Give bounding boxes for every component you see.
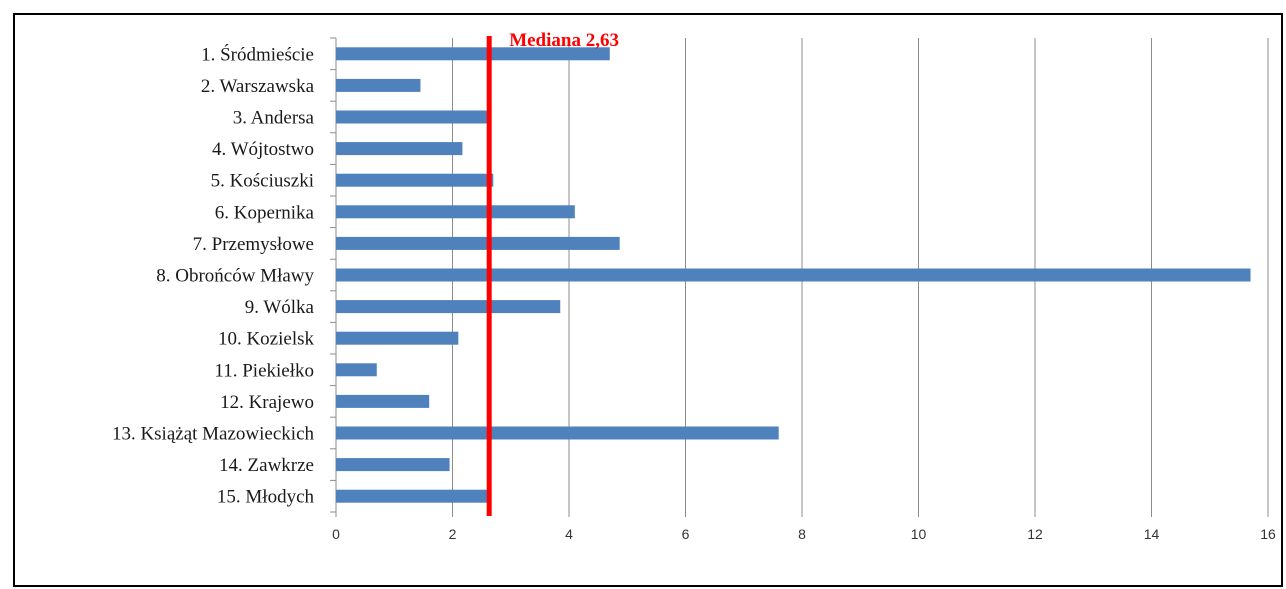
category-label: 11. Piekiełko	[214, 360, 314, 381]
x-tick-label: 10	[911, 526, 927, 542]
chart-frame	[13, 13, 1283, 587]
x-tick-label: 12	[1027, 526, 1043, 542]
category-label: 3. Andersa	[233, 108, 315, 129]
x-tick-label: 0	[332, 526, 340, 542]
x-tick-label: 14	[1144, 526, 1160, 542]
bar	[336, 331, 459, 345]
x-tick-label: 2	[449, 526, 457, 542]
median-label: Mediana 2,63	[509, 30, 619, 51]
category-label: 12. Krajewo	[220, 392, 314, 413]
category-label: 15. Młodych	[217, 487, 315, 508]
bar	[336, 110, 489, 124]
category-label: 2. Warszawska	[201, 76, 315, 97]
x-tick-label: 6	[682, 526, 690, 542]
x-tick-label: 4	[565, 526, 573, 542]
bar	[336, 394, 430, 408]
category-label: 13. Książąt Mazowieckich	[112, 424, 315, 445]
bar	[336, 268, 1251, 282]
category-label: 4. Wójtostwo	[212, 139, 314, 160]
bar	[336, 142, 463, 156]
category-label: 14. Zawkrze	[219, 455, 314, 476]
category-label: 1. Śródmieście	[201, 43, 314, 65]
bar	[336, 426, 779, 440]
bar	[336, 205, 575, 219]
bar	[336, 78, 421, 92]
category-label: 7. Przemysłowe	[193, 234, 314, 255]
bar	[336, 300, 561, 314]
category-label: 9. Wólka	[245, 297, 315, 318]
bar	[336, 363, 377, 377]
bar	[336, 47, 610, 61]
category-label: 8. Obrońców Mławy	[156, 266, 314, 287]
bar	[336, 236, 620, 250]
category-label: 6. Kopernika	[215, 202, 315, 223]
bar	[336, 173, 494, 187]
bar	[336, 489, 489, 503]
x-tick-label: 16	[1260, 526, 1276, 542]
bar	[336, 458, 450, 472]
category-label: 10. Kozielsk	[218, 329, 315, 350]
x-tick-label: 8	[798, 526, 806, 542]
category-label: 5. Kościuszki	[211, 171, 314, 192]
